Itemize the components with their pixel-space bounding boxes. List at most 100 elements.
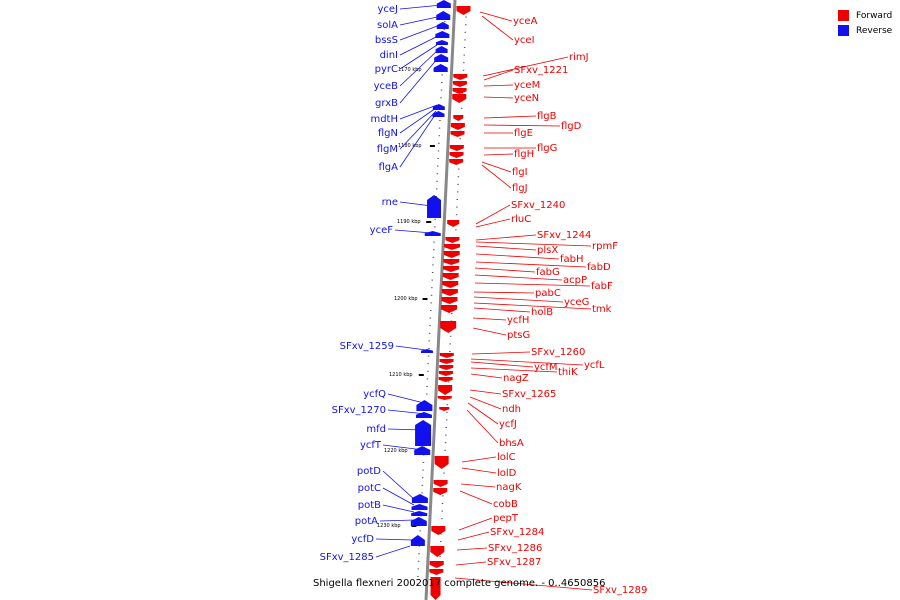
- scale-dot-right: [456, 206, 458, 208]
- forward-leader-line: [483, 69, 514, 81]
- forward-leader-line: [461, 456, 497, 463]
- forward-gene-arrow: [450, 123, 465, 130]
- forward-gene-label: acpP: [563, 275, 587, 286]
- forward-leader-line: [461, 467, 497, 474]
- forward-gene-arrow: [442, 273, 459, 280]
- scale-dot-left: [440, 97, 442, 99]
- legend-forward-label: Forward: [856, 10, 893, 21]
- forward-gene-arrow: [439, 359, 454, 364]
- forward-gene-label: tmk: [592, 304, 612, 315]
- scale-dot-right: [455, 214, 458, 216]
- forward-gene-arrow: [439, 407, 450, 411]
- forward-gene-label: plsX: [537, 245, 558, 256]
- legend: Forward Reverse: [838, 8, 892, 38]
- forward-gene-label: flgH: [514, 149, 534, 160]
- scale-dot-left: [426, 386, 428, 387]
- scale-dot-left: [429, 317, 432, 319]
- scale-dot-right: [465, 16, 467, 18]
- scale-dot-left: [428, 340, 430, 342]
- forward-gene-label: holB: [531, 307, 553, 318]
- forward-gene-arrow: [430, 577, 441, 600]
- tick-label: 1210 kbp: [389, 372, 413, 378]
- forward-leader-line: [475, 253, 560, 260]
- forward-leader-line: [460, 483, 496, 488]
- reverse-gene-label: potD: [357, 466, 381, 477]
- forward-gene-label: bhsA: [499, 438, 524, 449]
- scale-dot-right: [449, 335, 452, 337]
- forward-leader-line: [475, 234, 537, 241]
- reverse-gene-label: dinI: [380, 50, 398, 61]
- forward-gene-arrow: [437, 396, 452, 400]
- forward-gene-label: flgG: [537, 143, 557, 154]
- reverse-leader-line: [382, 470, 416, 501]
- forward-leader-line: [473, 307, 531, 313]
- reverse-leader-line: [399, 49, 439, 87]
- forward-gene-label: SFxv_1240: [511, 200, 565, 211]
- reverse-gene-arrow: [434, 54, 449, 62]
- scale-dot-left: [417, 560, 420, 562]
- reverse-leader-line: [382, 444, 425, 451]
- forward-leader-line: [474, 274, 563, 281]
- reverse-gene-labels: yceJ solA bssS dinI pyrC yceB grxB mdtH flgN flgM…: [320, 4, 399, 563]
- forward-gene-label: pepT: [493, 513, 519, 524]
- forward-gene-arrow: [442, 281, 459, 288]
- tick-label: 1230 kbp: [377, 523, 401, 529]
- forward-leader-line: [483, 153, 514, 156]
- reverse-gene-arrow: [416, 400, 433, 411]
- forward-leader-line: [483, 124, 561, 127]
- scale-dot-left: [426, 378, 429, 380]
- scale-dot-left: [439, 120, 441, 121]
- forward-leader-line: [482, 56, 569, 77]
- reverse-gene-arrow: [414, 446, 431, 455]
- reverse-gene-arrow: [435, 46, 448, 53]
- scale-dot-left: [431, 272, 434, 273]
- reverse-gene-label: flgN: [378, 128, 398, 139]
- scale-dot-left: [435, 196, 437, 197]
- forward-gene-label: nagZ: [503, 373, 529, 384]
- forward-leader-line: [473, 296, 564, 303]
- reverse-leader-line: [375, 538, 414, 541]
- scale-dot-right: [460, 107, 463, 109]
- forward-gene-label: SFxv_1287: [487, 557, 541, 568]
- scale-dot-left: [421, 492, 423, 494]
- forward-gene-label: rimJ: [569, 52, 589, 63]
- scale-dot-right: [451, 313, 453, 314]
- genome-backbone: [424, 0, 457, 600]
- tick-label: 1220 kbp: [384, 448, 408, 454]
- scale-dot-left: [418, 545, 421, 547]
- forward-leader-line: [475, 204, 511, 225]
- scale-dot-right: [441, 510, 443, 512]
- forward-leader-line: [470, 373, 503, 379]
- reverse-gene-arrow: [411, 494, 428, 503]
- scale-dot-right: [445, 427, 447, 428]
- scale-dot-right: [449, 343, 451, 345]
- reverse-gene-arrow: [436, 22, 449, 29]
- reverse-gene-label: mdtH: [370, 114, 398, 125]
- reverse-leader-line: [399, 114, 436, 168]
- scale-dot-right: [461, 92, 464, 94]
- scale-dot-left: [435, 188, 438, 190]
- forward-gene-arrow: [444, 244, 461, 250]
- forward-gene-label: lolD: [497, 468, 517, 479]
- scale-dot-right: [449, 351, 451, 352]
- scale-dot-left: [427, 370, 429, 372]
- reverse-leader-line: [382, 487, 415, 506]
- forward-gene-label: SFxv_1221: [514, 65, 568, 76]
- scale-dot-left: [433, 241, 435, 243]
- forward-gene-arrow: [452, 94, 467, 103]
- forward-leader-line: [467, 402, 499, 425]
- reverse-leader-line: [387, 428, 426, 431]
- reverse-gene-arrow: [432, 111, 445, 117]
- reverse-gene-arrow: [435, 31, 450, 38]
- forward-gene-label: ycfJ: [499, 419, 517, 430]
- tick-label: 1200 kbp: [394, 296, 418, 302]
- tick-mark: [422, 298, 428, 300]
- forward-leader-line: [469, 389, 502, 395]
- scale-dot-left: [430, 302, 432, 304]
- legend-forward: Forward: [838, 8, 892, 23]
- scale-dot-left: [444, 21, 446, 23]
- forward-gene-label: fabD: [587, 262, 611, 273]
- forward-gene-label: ycfL: [584, 360, 605, 371]
- scale-dot-right: [439, 556, 441, 558]
- scale-dot-left: [441, 74, 443, 76]
